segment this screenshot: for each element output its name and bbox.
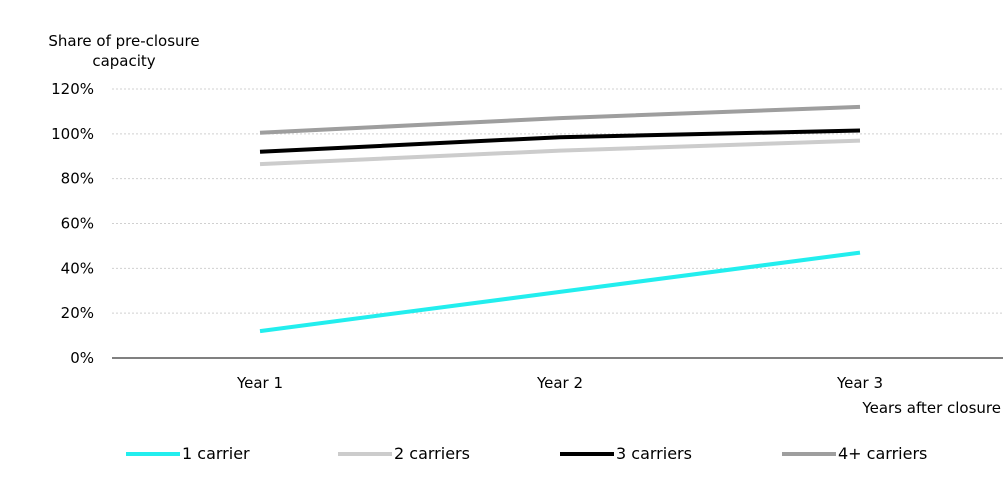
x-tick-label: Year 1 — [236, 374, 283, 392]
y-tick-label: 40% — [61, 259, 94, 277]
x-tick-label: Year 3 — [836, 374, 883, 392]
legend-label: 4+ carriers — [838, 444, 928, 463]
legend-swatch — [126, 451, 180, 456]
x-axis-title: Years after closure — [861, 399, 1001, 417]
legend: 1 carrier 2 carriers 3 carriers 4+ carriers — [0, 444, 1003, 468]
legend-label: 3 carriers — [616, 444, 692, 463]
legend-item: 2 carriers — [338, 444, 470, 463]
y-axis-title-text: Share of pre-closure capacity — [48, 32, 200, 70]
legend-label: 2 carriers — [394, 444, 470, 463]
y-axis-title: Share of pre-closure capacity — [44, 31, 204, 71]
legend-swatch — [560, 451, 614, 456]
line-chart: 0% 20% 40% 60% 80% 100% 120% Year 1 Year 2 Year 3… — [51, 80, 1003, 417]
y-tick-label: 0% — [70, 349, 94, 367]
y-tick-label: 20% — [61, 304, 94, 322]
legend-swatch — [338, 451, 392, 456]
legend-item: 3 carriers — [560, 444, 692, 463]
series-line-2 — [259, 138, 861, 167]
legend-label: 1 carrier — [182, 444, 250, 463]
legend-swatch — [782, 451, 836, 456]
y-tick-label: 120% — [51, 80, 94, 98]
series-line-3 — [259, 128, 861, 154]
series-line-4 — [259, 104, 861, 135]
legend-item: 4+ carriers — [782, 444, 927, 463]
x-tick-label: Year 2 — [536, 374, 583, 392]
series-line-1 — [259, 250, 861, 334]
y-tick-label: 60% — [61, 215, 94, 233]
legend-item: 1 carrier — [126, 444, 250, 463]
y-tick-label: 80% — [61, 170, 94, 188]
y-tick-label: 100% — [51, 125, 94, 143]
